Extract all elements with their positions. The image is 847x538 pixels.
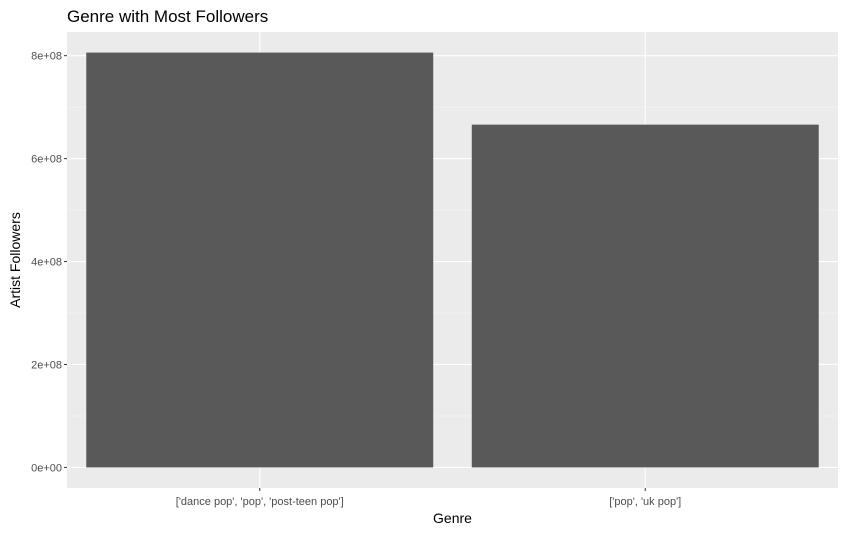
bar	[471, 124, 819, 468]
bar	[86, 52, 434, 468]
y-tick-label: 8e+08	[31, 51, 62, 63]
chart-title: Genre with Most Followers	[67, 7, 268, 26]
y-axis-title: Artist Followers	[7, 212, 23, 308]
y-tick-label: 2e+08	[31, 359, 62, 371]
bars	[86, 52, 819, 468]
y-tick-label: 4e+08	[31, 257, 62, 269]
y-axis-ticks: 0e+00 2e+08 4e+08 6e+08 8e+08	[31, 51, 67, 474]
y-tick-label: 0e+00	[31, 462, 62, 474]
x-tick-label: ['dance pop', 'pop', 'post-teen pop']	[176, 496, 344, 508]
x-axis-ticks: ['dance pop', 'pop', 'post-teen pop'] ['p…	[176, 488, 681, 508]
y-tick-label: 6e+08	[31, 154, 62, 166]
x-axis-title: Genre	[433, 510, 472, 526]
x-tick-label: ['pop', 'uk pop']	[609, 496, 681, 508]
